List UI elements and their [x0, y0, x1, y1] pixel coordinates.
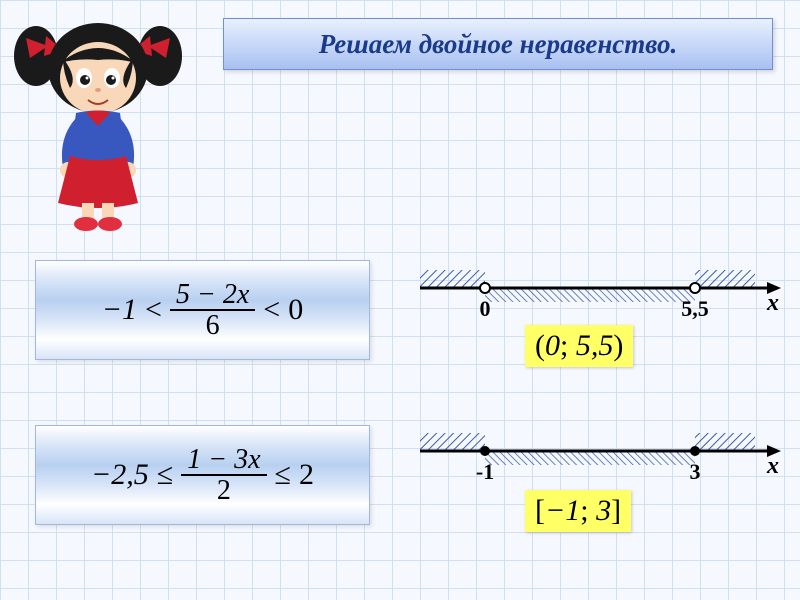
f2-den: 2: [211, 476, 237, 505]
f1-lt1: <: [145, 293, 162, 327]
formula-1: −1 < 5 − 2x 6 < 0: [35, 260, 370, 360]
svg-text:5,5: 5,5: [681, 296, 709, 320]
f2-left: −2,5: [91, 458, 149, 492]
f2-num: 1 − 3x: [181, 445, 266, 476]
numberline-1: 0 5,5 x: [415, 240, 785, 320]
formula-2: −2,5 ≤ 1 − 3x 2 ≤ 2: [35, 425, 370, 525]
numberline-2: -1 3 x: [415, 403, 785, 483]
f1-den: 6: [200, 311, 226, 340]
answer-1: (0; 5,5): [525, 325, 633, 367]
f2-le2: ≤: [275, 458, 291, 492]
svg-text:x: x: [766, 290, 779, 316]
f2-right: 2: [299, 458, 314, 492]
answer-2: [−1; 3]: [525, 490, 631, 532]
f1-left: −1: [102, 293, 137, 327]
svg-text:3: 3: [690, 459, 701, 483]
cartoon-character: [8, 8, 188, 233]
svg-text:0: 0: [480, 296, 491, 320]
title-text: Решаем двойное неравенство.: [319, 29, 678, 60]
f1-num: 5 − 2x: [170, 280, 255, 311]
title-box: Решаем двойное неравенство.: [223, 18, 773, 70]
svg-text:x: x: [766, 453, 779, 479]
f2-le1: ≤: [157, 458, 173, 492]
f1-lt2: <: [263, 293, 280, 327]
f1-right: 0: [288, 293, 303, 327]
svg-text:-1: -1: [476, 459, 494, 483]
